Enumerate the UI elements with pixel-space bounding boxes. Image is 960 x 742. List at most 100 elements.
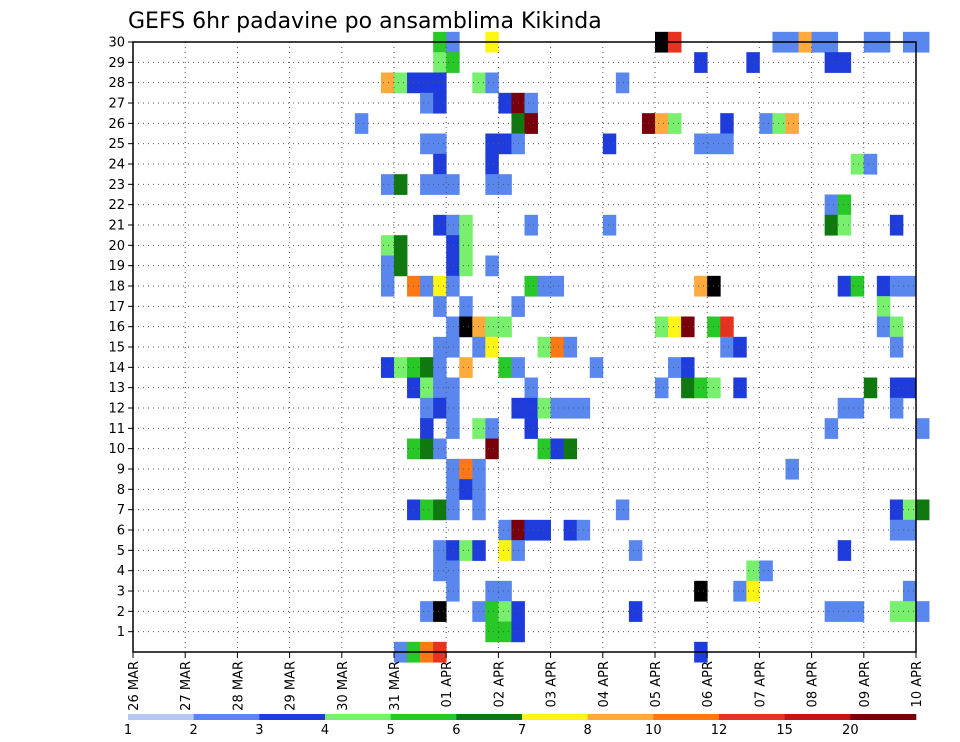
heat-cell [655, 113, 669, 134]
heat-cell [472, 601, 486, 622]
heat-cell [433, 560, 447, 582]
heat-cell [485, 153, 499, 175]
heat-cell [889, 397, 904, 419]
heat-cell [498, 519, 512, 541]
heat-cell [550, 336, 565, 358]
heat-cell [524, 92, 538, 114]
heat-cell [394, 174, 408, 195]
heat-cell [837, 52, 852, 73]
heat-cell [459, 357, 473, 378]
colorbar-label: 15 [776, 723, 793, 738]
x-tick-label: 01 APR [440, 661, 455, 707]
y-tick-label: 9 [117, 463, 125, 478]
heat-cell [459, 255, 473, 277]
heat-cell [733, 336, 747, 358]
heat-cell [824, 194, 839, 216]
heat-cell [446, 255, 460, 277]
heat-cell [459, 479, 473, 500]
heat-cell [824, 601, 839, 622]
heat-cell [720, 336, 734, 358]
heat-cell [433, 153, 447, 175]
colorbar-segment [390, 714, 457, 720]
heat-cell [524, 214, 538, 236]
heat-cell [916, 601, 930, 622]
heat-cell [485, 316, 499, 338]
heat-cell [459, 214, 473, 236]
heat-cell [433, 601, 447, 622]
x-tick-label: 27 MAR [179, 661, 194, 711]
x-tick-label: 29 MAR [284, 661, 299, 711]
heat-cell [380, 72, 395, 94]
heat-cell [615, 72, 630, 94]
y-tick-label: 21 [108, 219, 125, 234]
x-tick-label: 02 APR [492, 661, 507, 707]
heat-cell [889, 316, 904, 338]
heat-cell [902, 601, 917, 622]
heat-cell [420, 418, 434, 439]
heat-cell [472, 336, 486, 358]
heat-cell [589, 357, 604, 378]
heat-cell [498, 357, 512, 378]
colorbar-segment [587, 714, 654, 720]
heat-cell [420, 275, 434, 297]
heat-cell [889, 336, 904, 358]
heat-cell [433, 336, 447, 358]
heat-cell [485, 174, 499, 195]
heat-cell [837, 194, 852, 216]
heat-cell [485, 601, 499, 622]
heat-cell [524, 377, 538, 399]
heat-cell [433, 275, 447, 297]
heat-cell [380, 255, 395, 277]
heat-cell [916, 31, 930, 53]
x-tick-label: 05 APR [649, 661, 664, 707]
colorbar-segment [325, 714, 391, 720]
heat-cell [785, 458, 799, 480]
colorbar-label: 8 [584, 723, 592, 738]
heat-cell [420, 174, 434, 195]
colorbar: 1 2 3 4 5 6 7 8 10 12 15 20 [124, 714, 917, 738]
y-tick-label: 16 [108, 320, 125, 335]
colorbar-label: 20 [842, 723, 859, 738]
heat-cell [694, 580, 708, 602]
heat-cell [668, 316, 682, 338]
heat-cell [889, 601, 904, 622]
heat-cell [485, 133, 499, 155]
y-tick-label: 11 [108, 422, 125, 437]
heat-cell [694, 377, 708, 399]
y-tick-label: 27 [108, 97, 125, 112]
y-tick-label: 17 [108, 300, 125, 315]
heat-cell [668, 113, 682, 134]
heat-cell [850, 153, 865, 175]
heat-cell [420, 601, 434, 622]
heat-cell [485, 580, 499, 602]
x-tick-label: 31 MAR [388, 661, 403, 711]
y-tick-label: 20 [108, 239, 125, 254]
heat-cell [668, 357, 682, 378]
y-tick-label: 15 [108, 341, 125, 356]
heat-cell [498, 316, 512, 338]
heat-cell [380, 357, 395, 378]
heat-cell [759, 560, 773, 582]
heat-cell [537, 275, 551, 297]
heat-cell [902, 377, 917, 399]
y-tick-label: 23 [108, 178, 125, 193]
heat-cell [459, 316, 473, 338]
y-tick-label: 22 [108, 198, 125, 213]
heat-cell [446, 397, 460, 419]
heat-cell [420, 133, 434, 155]
x-tick-label: 09 APR [858, 661, 873, 707]
colorbar-segment [456, 714, 523, 720]
heat-cell [889, 275, 904, 297]
heat-cell [394, 255, 408, 277]
y-tick-label: 7 [117, 503, 125, 518]
heat-cell [472, 418, 486, 439]
heat-cell [354, 113, 369, 134]
heat-cell [433, 174, 447, 195]
heat-cell [394, 72, 408, 94]
y-tick-label: 3 [117, 585, 125, 600]
x-axis: 26 MAR 27 MAR 28 MAR 29 MAR 30 MAR 31 MAR 01 A… [127, 652, 925, 711]
y-tick-label: 28 [108, 76, 125, 91]
heat-cell [524, 519, 538, 541]
y-tick-label: 2 [117, 605, 125, 620]
heat-cell [889, 214, 904, 236]
